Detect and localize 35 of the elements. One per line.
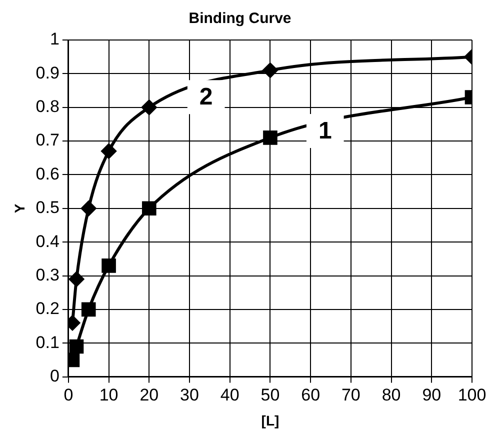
y-tick-label: 0.8 [36, 97, 60, 116]
x-axis-title: [L] [261, 412, 280, 428]
y-tick-label: 0.9 [36, 63, 60, 82]
x-tick-label: 60 [301, 386, 320, 405]
x-tick-label: 0 [64, 386, 74, 405]
x-tick-label: 20 [140, 386, 159, 405]
point [142, 201, 156, 216]
y-tick-label: 0.4 [36, 232, 60, 251]
y-tick-label: 1 [50, 30, 60, 49]
point [101, 144, 116, 159]
x-tick-label: 40 [220, 386, 240, 405]
x-tick-label: 100 [458, 386, 486, 405]
y-tick-label: 0.2 [36, 299, 60, 318]
x-tick-label: 70 [341, 386, 360, 405]
x-tick-label: 50 [260, 386, 280, 405]
chart-title: Binding Curve [188, 10, 292, 28]
x-tick-label: 90 [422, 386, 442, 405]
y-tick-label: 0.6 [36, 164, 60, 184]
x-tick-label: 30 [180, 386, 199, 405]
y-tick-label: 0.5 [36, 198, 60, 218]
point [142, 100, 157, 115]
y-tick-label: 0.3 [36, 265, 60, 284]
x-tick-label: 10 [99, 386, 118, 405]
series-label: 2 [199, 84, 213, 111]
y-tick-label: 0 [50, 366, 60, 386]
point [69, 272, 84, 287]
y-tick-label: 0.1 [36, 332, 60, 352]
point [69, 339, 84, 354]
point [102, 258, 116, 273]
point [81, 200, 96, 216]
y-tick-label: 0.7 [36, 130, 60, 150]
x-tick-label: 80 [382, 386, 401, 405]
series-label: 1 [318, 118, 332, 145]
point [81, 302, 96, 317]
y-axis-title: Y [11, 203, 28, 214]
